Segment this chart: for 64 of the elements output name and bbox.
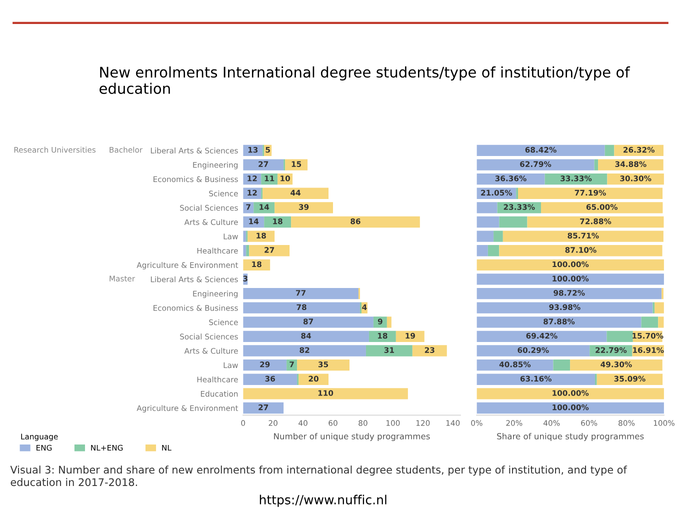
x-axis-title: Share of unique study programmes bbox=[497, 432, 644, 442]
bar bbox=[396, 330, 424, 342]
bar bbox=[476, 316, 642, 328]
x-axis-title: Number of unique study programmes bbox=[274, 432, 430, 442]
bar bbox=[476, 330, 607, 342]
bar bbox=[366, 345, 412, 356]
bar bbox=[658, 316, 664, 328]
bar bbox=[494, 230, 503, 242]
bar bbox=[386, 316, 392, 328]
bar bbox=[243, 359, 287, 371]
bar bbox=[476, 302, 653, 314]
bar bbox=[641, 316, 658, 328]
text: Visual 3: Number and share of new enrolments from international degree students, per type of institution, and type of education in 2017-2018. bbox=[10, 466, 628, 486]
bar bbox=[297, 359, 350, 371]
bar bbox=[518, 188, 663, 199]
bar bbox=[476, 202, 498, 214]
bar bbox=[476, 159, 594, 170]
bar bbox=[298, 374, 329, 385]
bar bbox=[476, 274, 664, 285]
bar bbox=[502, 230, 664, 242]
bar bbox=[248, 230, 275, 242]
bar bbox=[476, 245, 488, 256]
bar bbox=[527, 216, 664, 228]
bar bbox=[540, 202, 663, 214]
bar bbox=[291, 216, 420, 228]
bar bbox=[476, 259, 664, 270]
bar bbox=[243, 402, 284, 414]
bar bbox=[243, 345, 366, 356]
bar bbox=[499, 245, 662, 256]
text: https://www.nuffic.nl bbox=[260, 494, 386, 507]
bar bbox=[274, 202, 334, 214]
bar bbox=[606, 330, 633, 342]
bar bbox=[594, 159, 598, 170]
bar bbox=[476, 230, 494, 242]
bar bbox=[488, 245, 500, 256]
bar bbox=[243, 330, 369, 342]
bar bbox=[243, 316, 374, 328]
bar bbox=[286, 359, 298, 371]
bar bbox=[499, 216, 528, 228]
bar bbox=[243, 388, 408, 400]
bar bbox=[476, 388, 664, 400]
bar bbox=[246, 245, 250, 256]
bar bbox=[412, 345, 447, 356]
bar bbox=[285, 159, 308, 170]
bar bbox=[476, 402, 664, 414]
bar bbox=[243, 159, 284, 170]
bar bbox=[570, 359, 662, 371]
bar bbox=[368, 330, 396, 342]
bar bbox=[262, 188, 329, 199]
chart-title: New enrolments International degree students/type of institution/type of education bbox=[100, 66, 630, 94]
bar bbox=[476, 288, 662, 300]
bar bbox=[476, 216, 500, 228]
bar bbox=[254, 202, 275, 214]
bar bbox=[243, 374, 298, 385]
bar bbox=[243, 302, 360, 314]
bar bbox=[476, 144, 605, 156]
bar bbox=[476, 374, 595, 385]
bar bbox=[243, 288, 358, 300]
bar bbox=[604, 144, 614, 156]
bar bbox=[598, 159, 664, 170]
bar bbox=[249, 245, 290, 256]
bar bbox=[553, 359, 570, 371]
bar bbox=[654, 302, 664, 314]
bar bbox=[476, 345, 590, 356]
